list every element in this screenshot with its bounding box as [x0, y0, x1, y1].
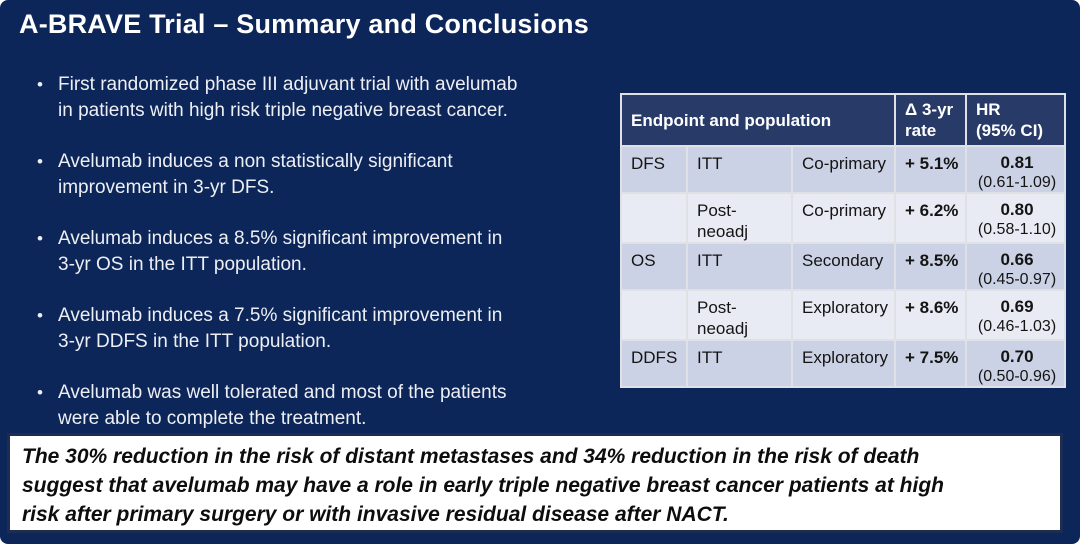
header-delta-3yr-rate: Δ 3-yr rate	[894, 93, 968, 147]
bullet-text: First randomized phase III adjuvant tria…	[58, 74, 518, 121]
hr-value: 0.70	[1000, 347, 1034, 366]
cell-population: Post-neoadj	[686, 289, 793, 341]
cell-hr: 0.66 (0.45-0.97)	[965, 242, 1067, 291]
cell-type: Secondary	[790, 242, 897, 291]
slide-title: A-BRAVE Trial – Summary and Conclusions	[19, 9, 589, 39]
bullet-list: First randomized phase III adjuvant tria…	[36, 72, 621, 457]
cell-population: Post-neoadj	[686, 192, 793, 244]
cell-type: Co-primary	[790, 192, 897, 244]
cell-endpoint: DFS	[620, 145, 688, 194]
cell-type: Co-primary	[790, 145, 897, 194]
bullet-item: Avelumab was well tolerated and most of …	[36, 380, 621, 432]
table-row-os-itt: OS ITT Secondary + 8.5% 0.66 (0.45-0.97)	[620, 242, 1067, 291]
header-endpoint-population: Endpoint and population	[619, 93, 897, 147]
cell-delta: + 5.1%	[894, 145, 968, 194]
cell-endpoint	[620, 289, 688, 341]
bullet-text: Avelumab was well tolerated and most of …	[58, 382, 507, 429]
cell-hr: 0.69 (0.46-1.03)	[965, 289, 1067, 341]
bullet-item: First randomized phase III adjuvant tria…	[36, 72, 621, 124]
cell-delta: + 8.5%	[894, 242, 968, 291]
bullet-item: Avelumab induces a 7.5% significant impr…	[36, 303, 621, 355]
bullet-text: Avelumab induces a 7.5% significant impr…	[58, 305, 503, 352]
bullet-item: Avelumab induces a 8.5% significant impr…	[36, 226, 621, 278]
hr-ci: (0.50-0.96)	[977, 368, 1057, 385]
hr-value: 0.81	[1000, 153, 1034, 172]
cell-hr: 0.81 (0.61-1.09)	[965, 145, 1067, 194]
table-row-ddfs-itt: DDFS ITT Exploratory + 7.5% 0.70 (0.50-0…	[620, 339, 1067, 388]
hr-ci: (0.61-1.09)	[977, 174, 1057, 191]
bullet-dot	[37, 226, 43, 252]
cell-endpoint: OS	[620, 242, 688, 291]
cell-hr: 0.80 (0.58-1.10)	[965, 192, 1067, 244]
bullet-text: Avelumab induces a non statistically sig…	[58, 151, 453, 198]
table-row-os-postneoadj: Post-neoadj Exploratory + 8.6% 0.69 (0.4…	[620, 289, 1067, 341]
header-hr-ci: HR (95% CI)	[965, 93, 1067, 147]
hr-value: 0.80	[1000, 200, 1034, 219]
cell-type: Exploratory	[790, 339, 897, 388]
bullet-dot	[37, 303, 43, 329]
hr-value: 0.69	[1000, 297, 1034, 316]
hr-ci: (0.45-0.97)	[977, 271, 1057, 288]
cell-delta: + 8.6%	[894, 289, 968, 341]
cell-endpoint	[620, 192, 688, 244]
bullet-item: Avelumab induces a non statistically sig…	[36, 149, 621, 201]
conclusion-box: The 30% reduction in the risk of distant…	[7, 433, 1063, 533]
conclusion-text: The 30% reduction in the risk of distant…	[22, 445, 944, 526]
bullet-dot	[37, 380, 43, 406]
cell-population: ITT	[686, 145, 793, 194]
cell-population: ITT	[686, 242, 793, 291]
cell-type: Exploratory	[790, 289, 897, 341]
cell-population: ITT	[686, 339, 793, 388]
bullet-text: Avelumab induces a 8.5% significant impr…	[58, 228, 503, 275]
hr-ci: (0.46-1.03)	[977, 318, 1057, 335]
cell-endpoint: DDFS	[620, 339, 688, 388]
table-row-dfs-itt: DFS ITT Co-primary + 5.1% 0.81 (0.61-1.0…	[620, 145, 1067, 194]
cell-delta: + 7.5%	[894, 339, 968, 388]
hr-ci: (0.58-1.10)	[977, 221, 1057, 238]
bullet-dot	[37, 149, 43, 175]
cell-hr: 0.70 (0.50-0.96)	[965, 339, 1067, 388]
cell-delta: + 6.2%	[894, 192, 968, 244]
results-table: Endpoint and population Δ 3-yr rate HR (…	[619, 93, 1067, 388]
table-header-row: Endpoint and population Δ 3-yr rate HR (…	[619, 93, 1067, 147]
bullet-dot	[37, 72, 43, 98]
hr-value: 0.66	[1000, 250, 1034, 269]
table-row-dfs-postneoadj: Post-neoadj Co-primary + 6.2% 0.80 (0.58…	[620, 192, 1067, 244]
